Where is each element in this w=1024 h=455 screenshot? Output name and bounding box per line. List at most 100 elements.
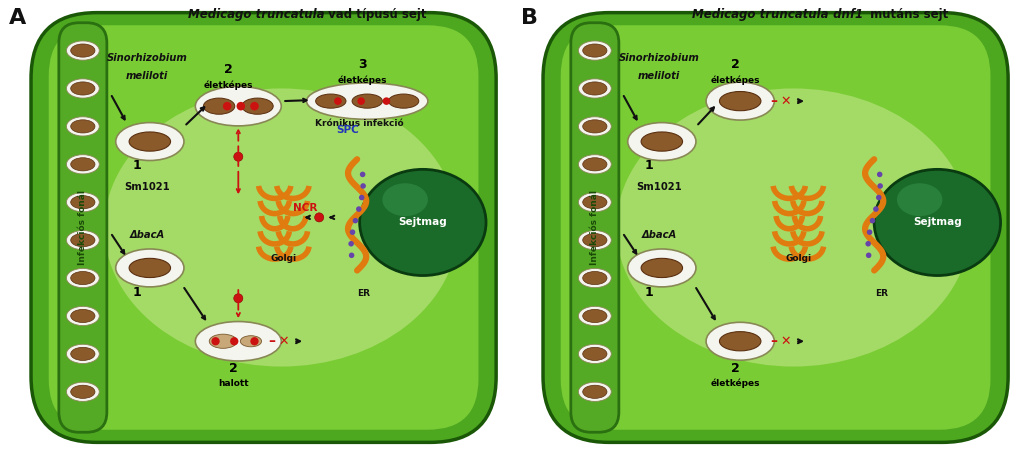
- Ellipse shape: [579, 231, 611, 250]
- Text: Sinorhizobium: Sinorhizobium: [106, 53, 187, 63]
- FancyBboxPatch shape: [561, 25, 990, 430]
- Ellipse shape: [71, 44, 95, 57]
- Text: 1: 1: [133, 159, 141, 172]
- Ellipse shape: [67, 117, 99, 136]
- Circle shape: [250, 102, 259, 111]
- Ellipse shape: [71, 196, 95, 209]
- Circle shape: [250, 337, 259, 345]
- Ellipse shape: [583, 347, 607, 360]
- Ellipse shape: [71, 347, 95, 360]
- Text: 1: 1: [645, 159, 653, 172]
- Ellipse shape: [315, 94, 346, 108]
- Ellipse shape: [579, 155, 611, 174]
- Text: vad típusú sejt: vad típusú sejt: [324, 8, 426, 20]
- Ellipse shape: [359, 169, 486, 276]
- Text: életképes: életképes: [338, 75, 387, 85]
- Ellipse shape: [116, 122, 184, 161]
- Text: 2: 2: [731, 58, 739, 71]
- Circle shape: [211, 337, 220, 345]
- Ellipse shape: [583, 196, 607, 209]
- Ellipse shape: [129, 258, 171, 278]
- Ellipse shape: [209, 334, 237, 349]
- Ellipse shape: [583, 44, 607, 57]
- Circle shape: [233, 294, 243, 303]
- Circle shape: [348, 241, 354, 247]
- Circle shape: [877, 172, 883, 177]
- Ellipse shape: [67, 306, 99, 326]
- Ellipse shape: [583, 233, 607, 247]
- Text: Golgi: Golgi: [785, 254, 811, 263]
- FancyBboxPatch shape: [58, 23, 106, 432]
- Ellipse shape: [116, 249, 184, 287]
- Text: ✕: ✕: [279, 335, 289, 348]
- Text: Krónikus infekció: Krónikus infekció: [315, 119, 403, 128]
- Ellipse shape: [71, 120, 95, 133]
- Ellipse shape: [71, 82, 95, 95]
- Ellipse shape: [579, 117, 611, 136]
- Text: Sejtmag: Sejtmag: [398, 217, 447, 228]
- Ellipse shape: [720, 91, 761, 111]
- Text: A: A: [9, 8, 27, 28]
- Circle shape: [865, 241, 871, 247]
- Ellipse shape: [67, 344, 99, 364]
- Text: 1: 1: [645, 286, 653, 299]
- Ellipse shape: [306, 83, 428, 119]
- Ellipse shape: [242, 98, 273, 114]
- Circle shape: [237, 102, 245, 111]
- Text: 3: 3: [357, 58, 367, 71]
- FancyBboxPatch shape: [543, 13, 1009, 442]
- Text: Medicago truncatula: Medicago truncatula: [187, 8, 325, 20]
- Ellipse shape: [641, 132, 683, 151]
- Ellipse shape: [67, 382, 99, 401]
- Text: ✕: ✕: [780, 335, 791, 348]
- Ellipse shape: [628, 249, 696, 287]
- Ellipse shape: [71, 272, 95, 285]
- Circle shape: [223, 102, 231, 111]
- Circle shape: [873, 206, 879, 212]
- Text: halott: halott: [218, 379, 249, 388]
- Ellipse shape: [241, 336, 261, 347]
- Text: 2: 2: [229, 362, 238, 374]
- Circle shape: [349, 253, 354, 258]
- Ellipse shape: [583, 385, 607, 399]
- Text: 2: 2: [731, 362, 739, 374]
- Circle shape: [356, 206, 361, 212]
- Circle shape: [230, 337, 239, 345]
- Ellipse shape: [641, 258, 683, 278]
- Circle shape: [233, 152, 243, 161]
- Text: meliloti: meliloti: [126, 71, 168, 81]
- Ellipse shape: [388, 94, 419, 108]
- Ellipse shape: [129, 132, 171, 151]
- Ellipse shape: [720, 332, 761, 351]
- Text: ✕: ✕: [780, 95, 791, 108]
- FancyBboxPatch shape: [49, 25, 478, 430]
- Circle shape: [334, 97, 342, 105]
- Ellipse shape: [382, 183, 428, 216]
- Ellipse shape: [67, 41, 99, 60]
- Text: B: B: [521, 8, 539, 28]
- Text: Infekciós fonál: Infekciós fonál: [591, 190, 599, 265]
- Text: dnf1: dnf1: [829, 8, 863, 20]
- Text: meliloti: meliloti: [638, 71, 680, 81]
- Text: mutáns sejt: mutáns sejt: [866, 8, 948, 20]
- Text: Golgi: Golgi: [270, 254, 297, 263]
- Text: életképes: életképes: [204, 80, 253, 90]
- Text: ER: ER: [356, 289, 370, 298]
- Ellipse shape: [204, 98, 234, 114]
- Ellipse shape: [579, 268, 611, 288]
- Ellipse shape: [707, 322, 774, 360]
- Text: –: –: [771, 334, 777, 348]
- Text: ER: ER: [876, 289, 888, 298]
- Circle shape: [314, 213, 324, 222]
- Circle shape: [866, 253, 871, 258]
- Text: Infekciós fonál: Infekciós fonál: [79, 190, 87, 265]
- Text: Sejtmag: Sejtmag: [913, 217, 962, 228]
- Ellipse shape: [352, 94, 382, 108]
- Ellipse shape: [583, 120, 607, 133]
- Ellipse shape: [67, 155, 99, 174]
- Circle shape: [359, 195, 365, 200]
- Ellipse shape: [897, 183, 942, 216]
- Text: Medicago truncatula: Medicago truncatula: [692, 8, 828, 20]
- Ellipse shape: [67, 79, 99, 98]
- Text: –: –: [268, 334, 275, 348]
